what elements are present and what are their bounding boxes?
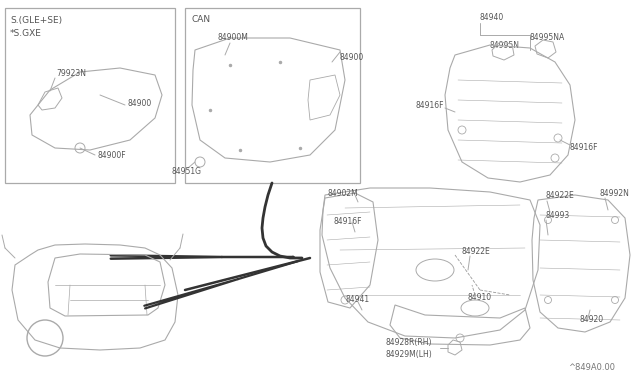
Text: 84900: 84900 (340, 52, 364, 61)
Text: 84902M: 84902M (328, 189, 359, 198)
Text: 84951G: 84951G (172, 167, 202, 176)
Bar (185, 8, 360, 183)
Bar (5, 8, 175, 183)
Text: 84995N: 84995N (490, 41, 520, 49)
Text: 84900M: 84900M (218, 33, 249, 42)
Text: 84922E: 84922E (545, 192, 573, 201)
Text: *S.GXE: *S.GXE (10, 29, 42, 38)
Text: ^849A0.00: ^849A0.00 (568, 363, 615, 372)
Text: 84916F: 84916F (415, 100, 444, 109)
Text: S.(GLE+SE): S.(GLE+SE) (10, 16, 62, 25)
Text: 84992N: 84992N (600, 189, 630, 198)
Text: 84995NA: 84995NA (530, 33, 565, 42)
Text: 84940: 84940 (480, 13, 504, 22)
Text: 84900: 84900 (127, 99, 151, 109)
Text: 84928R(RH): 84928R(RH) (385, 337, 431, 346)
Text: 84922E: 84922E (462, 247, 491, 257)
Text: 84900F: 84900F (97, 151, 125, 160)
Text: 84941: 84941 (345, 295, 369, 305)
Text: 84993: 84993 (545, 211, 569, 219)
Text: 79923N: 79923N (56, 68, 86, 77)
Text: 84929M(LH): 84929M(LH) (385, 350, 432, 359)
Text: 84916F: 84916F (333, 218, 362, 227)
Text: 84910: 84910 (468, 294, 492, 302)
Text: 84916F: 84916F (570, 144, 598, 153)
Text: 84920: 84920 (580, 315, 604, 324)
Text: CAN: CAN (192, 16, 211, 25)
